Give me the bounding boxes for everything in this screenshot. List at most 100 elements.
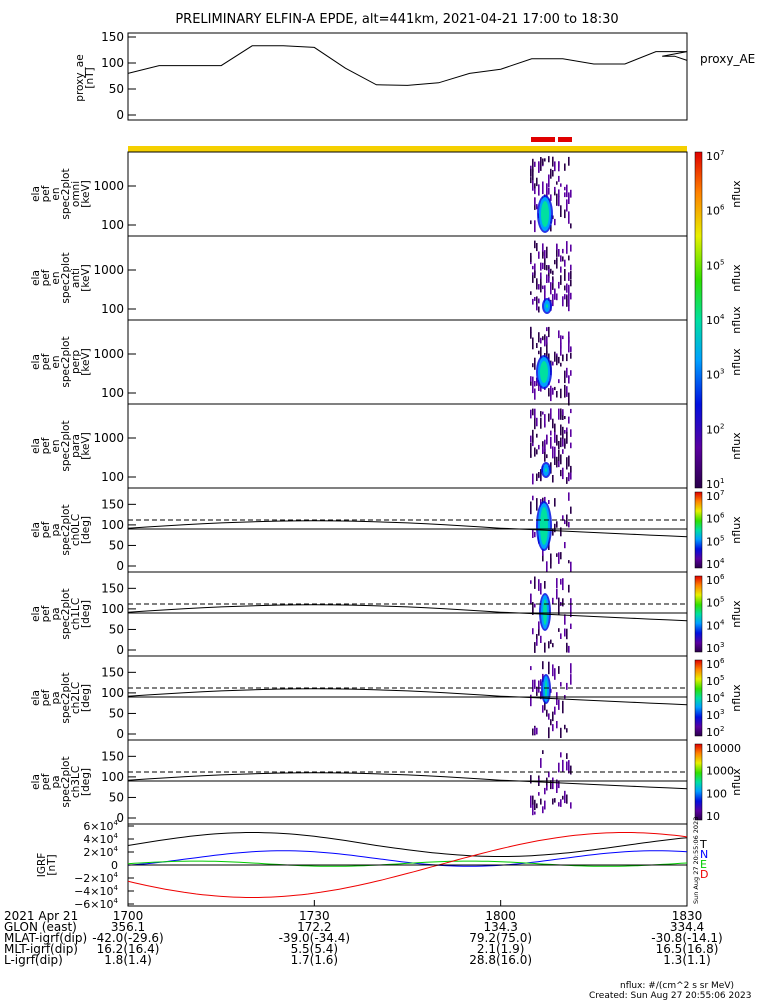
spectrum-streak [564,430,566,434]
spectrum-streak [566,353,568,362]
ephem-row-value: 1.8(1.4) [104,953,152,967]
igrf-series-E [127,860,688,867]
spectrum-streak [538,621,540,630]
igrf-ytick-label: −4×104 [74,884,118,898]
spectrum-streak [538,163,540,173]
ephem-row-label: MLAT-igrf(dip) [4,931,87,945]
spectrum-streak [538,472,540,478]
ephem-row-value: -30.8(-14.1) [651,931,722,945]
energy-ylabel-line: [keV] [80,180,92,208]
spectrum-streak [534,357,536,370]
energy-flux-blob-core [546,304,548,308]
spectrum-streak [558,461,560,468]
ephem-row-value: 16.2(16.4) [97,942,160,956]
spectrum-streak [548,326,550,338]
spectrum-streak [566,431,568,444]
spectrum-streak [556,243,558,251]
spectrum-streak [568,272,570,281]
spectrum-streak [550,282,552,295]
spectrum-streak [550,168,552,179]
pa-colorbar-1-tick: 106 [706,512,725,526]
spectrum-streak [540,281,542,293]
energy-ylabel-line: spec2plot [60,336,72,387]
spectrum-streak [566,753,568,759]
science-zone-bar-1 [531,137,555,142]
spectrum-streak [548,713,550,720]
spectrum-streak [532,408,534,416]
energy-ytick-label: 1000 [93,179,124,193]
spectrum-streak [558,666,560,674]
energy-colorbar-label-text: nflux [730,306,743,334]
spectrum-streak [536,634,538,640]
energy-ytick-label: 1000 [93,347,124,361]
pa-colorbar-3-label: nflux [730,684,743,712]
pa-colorbar-2-tick-exp: 4 [720,618,725,626]
spectrum-streak [558,552,560,564]
spectrum-streak [534,416,536,430]
spectrum-streak [550,385,552,396]
energy-ylabel-line: para [70,434,82,458]
spectrum-streak [564,384,566,398]
spectrum-streak [560,469,562,477]
pa-ytick-label: 0 [116,811,124,825]
spectrum-streak [556,293,558,301]
spectrum-streak [538,284,540,290]
spectrum-streak [532,158,534,172]
energy-ylabel-line: ela [30,186,42,202]
spectrum-streak [548,268,550,273]
energy-panel-frame [127,403,688,489]
spectrum-streak [532,265,534,270]
spectrum-streak [566,761,568,771]
spectrum-streak [552,361,554,366]
pa-flux-blob-core [540,507,548,545]
spectrum-streak [536,803,538,809]
spectrum-streak [532,802,534,816]
energy-colorbar-tick-exp: 3 [720,368,724,376]
spectrum-streak [542,497,544,505]
ephem-row-value: 1830 [672,909,703,923]
spectrum-streak [568,375,570,384]
energy-ylabel-line: ela [30,270,42,286]
spectrum-streak [568,255,570,261]
spectrum-streak [556,391,558,398]
spectrum-streak [542,285,544,290]
pa-ylabel-line: [deg] [80,600,92,628]
pa-colorbar-4-strip [694,743,703,821]
spectrum-streak [570,623,572,629]
spectrum-streak [530,593,532,605]
spectrum-streak [552,724,554,732]
pa-ylabel-line: ela [30,606,42,622]
spectrum-streak [570,429,572,437]
pa-colorbar-1-strip [694,491,703,569]
spectrum-streak [554,386,556,391]
spectrum-streak [566,794,568,804]
spectrum-streak [546,279,548,283]
spectrum-streak [542,449,544,453]
spectrum-streak [562,515,564,521]
spectrum-streak [532,529,534,538]
spectrum-streak [568,456,570,467]
pa-ylabel-line: pef [40,605,52,622]
spectrum-streak [546,183,548,187]
ephem-row-label: L-igrf(dip) [4,953,63,967]
spectrum-streak [546,434,548,445]
spectrum-streak [536,417,538,427]
proxy-ae-ylabel-line: proxy_ae [74,54,86,101]
ephem-row-value: 1.7(1.6) [291,953,339,967]
spectrum-streak [530,381,532,386]
pa-ytick-label: 0 [116,727,124,741]
pa-colorbar-3-tick: 106 [706,657,725,671]
spectrum-streak [534,408,536,419]
ephem-row-value: 28.8(16.0) [469,953,532,967]
spectrum-streak [552,777,554,790]
pa-ylabel-line: spec2plot [60,504,72,555]
proxy-ae-ylabel-line: [nT] [84,67,96,88]
spectrum-streak [560,388,562,399]
spectrum-streak [550,194,552,201]
spectrum-streak [534,297,536,301]
spectrum-streak [570,370,572,376]
spectrum-streak [562,795,564,800]
